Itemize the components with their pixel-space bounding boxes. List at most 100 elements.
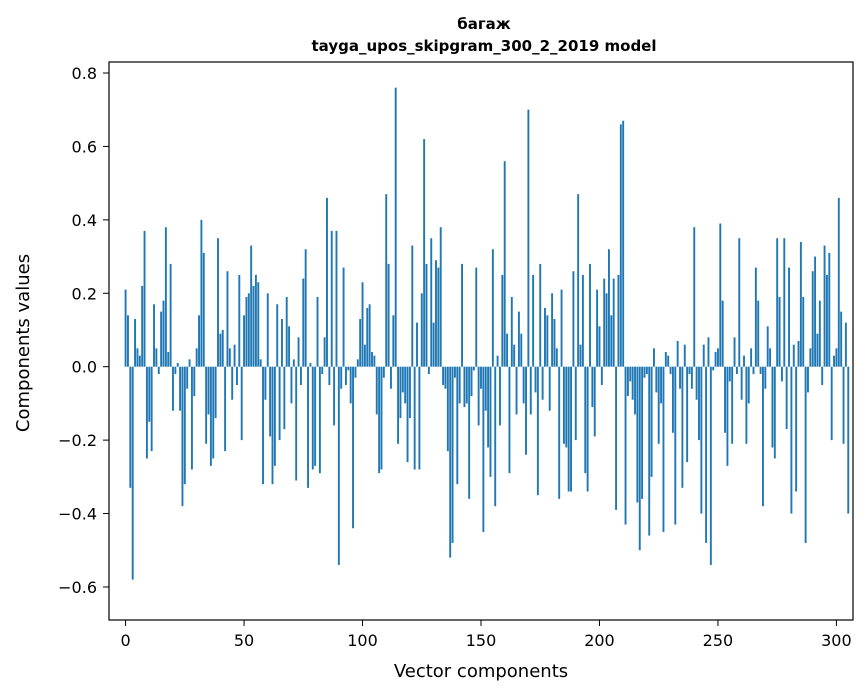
bar-196 <box>589 263 591 367</box>
bar-279 <box>785 366 788 430</box>
bar-149 <box>477 366 480 426</box>
bar-41 <box>221 329 224 367</box>
bar-187 <box>567 366 570 492</box>
bar-188 <box>570 366 572 492</box>
bar-181 <box>553 318 556 367</box>
bar-177 <box>544 307 546 367</box>
bar-74 <box>299 366 302 386</box>
bar-206 <box>612 278 615 367</box>
bar-35 <box>207 366 210 415</box>
bar-203 <box>605 293 608 367</box>
bar-113 <box>392 315 395 367</box>
bar-296 <box>825 274 828 367</box>
bars-group <box>124 87 850 580</box>
bar-305 <box>847 366 850 514</box>
bar-70 <box>290 366 293 404</box>
bar-243 <box>700 366 703 514</box>
bar-262 <box>745 366 748 444</box>
x-tick-label: 50 <box>234 631 254 650</box>
bar-115 <box>397 366 400 444</box>
bar-21 <box>174 366 177 375</box>
bar-213 <box>629 366 632 382</box>
bar-209 <box>619 124 622 367</box>
bar-231 <box>671 366 674 433</box>
bar-18 <box>167 352 170 367</box>
bar-240 <box>693 227 696 367</box>
y-tick-label: −0.2 <box>58 431 97 450</box>
bar-143 <box>463 366 466 408</box>
bar-122 <box>413 366 416 470</box>
bar-49 <box>240 366 243 441</box>
y-tick-label: −0.4 <box>58 505 97 524</box>
bar-98 <box>356 359 359 367</box>
bar-7 <box>141 285 144 367</box>
bar-75 <box>302 278 305 367</box>
bar-242 <box>698 366 700 441</box>
bar-99 <box>359 318 362 367</box>
bar-224 <box>655 366 658 393</box>
y-tick-label: −0.6 <box>58 578 97 597</box>
bar-215 <box>634 366 636 415</box>
bar-178 <box>546 315 549 367</box>
bar-145 <box>468 366 471 499</box>
bar-170 <box>527 109 530 367</box>
bar-10 <box>148 366 151 422</box>
bar-302 <box>840 311 843 367</box>
y-tick-label: 0.0 <box>72 358 97 377</box>
bar-147 <box>472 366 475 371</box>
bar-153 <box>487 366 490 448</box>
bar-110 <box>385 194 388 367</box>
bar-252 <box>721 300 724 367</box>
bar-141 <box>458 366 461 404</box>
bar-283 <box>795 366 798 492</box>
bar-126 <box>423 139 426 367</box>
bar-137 <box>449 366 452 558</box>
bar-118 <box>404 366 407 404</box>
bar-245 <box>705 366 708 543</box>
bar-77 <box>307 366 309 488</box>
bar-301 <box>837 197 840 367</box>
bar-135 <box>444 366 447 389</box>
bar-276 <box>778 296 781 367</box>
bar-205 <box>610 315 613 367</box>
bar-76 <box>304 249 307 367</box>
bar-112 <box>390 366 392 389</box>
bar-11 <box>150 366 153 452</box>
bar-45 <box>231 366 234 400</box>
y-tick-label: 0.2 <box>72 284 97 303</box>
bar-3 <box>131 366 134 580</box>
bar-31 <box>198 315 200 367</box>
bar-82 <box>318 366 321 474</box>
bar-134 <box>442 366 445 386</box>
bar-123 <box>416 322 418 367</box>
bar-198 <box>593 366 596 437</box>
bar-194 <box>584 366 587 474</box>
chart-subtitle: tayga_upos_skipgram_300_2_2019 model <box>312 37 657 55</box>
bar-28 <box>190 366 193 470</box>
bar-165 <box>515 366 518 415</box>
bar-156 <box>494 366 497 507</box>
bar-43 <box>226 271 229 367</box>
bar-130 <box>432 322 435 367</box>
bar-291 <box>814 256 817 367</box>
bar-33 <box>202 252 205 367</box>
bar-30 <box>195 348 198 367</box>
bar-4 <box>134 318 137 367</box>
bar-55 <box>254 274 257 367</box>
bar-128 <box>427 366 430 375</box>
bar-109 <box>382 366 385 378</box>
bar-207 <box>615 366 618 510</box>
bar-241 <box>695 366 698 400</box>
bar-119 <box>406 366 409 463</box>
bar-271 <box>766 326 769 367</box>
bar-23 <box>179 366 182 411</box>
bar-13 <box>155 348 158 367</box>
bar-94 <box>347 366 350 371</box>
bar-29 <box>193 366 196 397</box>
bar-72 <box>295 366 298 481</box>
bar-226 <box>660 366 663 404</box>
bar-218 <box>641 366 644 499</box>
bar-260 <box>740 366 743 400</box>
bar-222 <box>650 366 653 477</box>
